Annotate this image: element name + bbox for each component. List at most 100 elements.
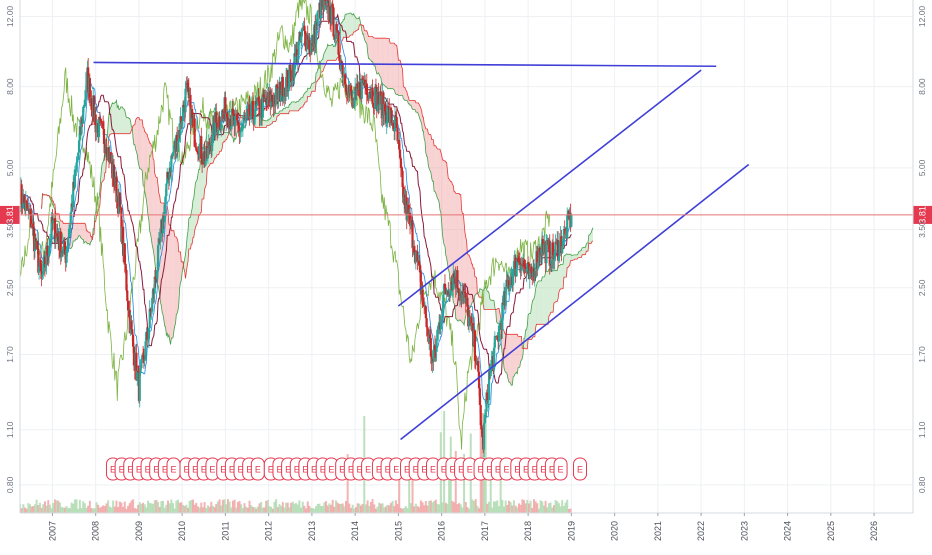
volume-bar [295,503,298,513]
volume-bar [320,505,323,513]
cloud-segment [290,102,292,111]
cloud-segment [464,222,465,325]
candle-body [344,74,347,85]
volume-bar [494,501,497,513]
candle-body [507,280,511,289]
candle-body [257,97,260,102]
candle-body [563,228,566,230]
volume-bar [72,503,75,513]
candle-body [482,423,486,450]
candle-body [300,28,304,37]
candle-body [486,392,489,402]
volume-bar [243,503,246,513]
y-tick-label-right: 1.70 [917,346,927,363]
cloud-segment [262,120,264,128]
candle-body [288,64,291,87]
cloud-segment [128,117,129,134]
candle-body [191,117,195,119]
cloud-segment [590,232,592,244]
volume-bar [556,501,559,513]
cloud-segment [378,38,380,75]
cloud-segment [491,300,493,310]
cloud-segment [553,270,555,304]
cloud-segment [197,174,198,224]
cloud-segment [311,83,313,92]
candle-body [497,325,501,342]
volume-bar [330,504,333,513]
candle-body [400,168,403,171]
candle-body [25,201,28,203]
volume-bar [344,500,347,513]
candle-body [63,241,67,255]
volume-bar [100,506,103,513]
cloud-segment [329,45,331,61]
candle-body [473,330,476,361]
cloud-segment [115,100,117,134]
volume-bar [527,503,530,513]
indicator-lines [20,0,594,450]
volume-bar [364,504,367,513]
volume-bar [310,507,313,513]
candle-body [115,176,118,203]
volume-bar [228,501,231,513]
cloud-segment [490,300,492,310]
volume-bar [280,505,283,513]
cloud-segment [175,236,177,324]
cloud-segment [84,223,86,242]
volume-bar [60,506,63,513]
cloud-segment [564,255,566,278]
cloud-segment [554,270,556,303]
volume-bar [233,499,236,513]
cloud-segment [558,265,559,299]
volume-bar [175,500,178,513]
candle-body [231,108,234,115]
cloud-segment [541,276,543,325]
cloud-segment [135,118,137,152]
cloud-segment [485,286,487,310]
cloud-segment [301,97,303,108]
candle-body [24,201,27,211]
candle-body [515,268,518,277]
cloud-segment [154,173,156,271]
volume-bar [188,500,191,513]
candle-body [521,264,524,266]
earnings-marker-label: E [441,465,447,475]
cloud-segment [139,119,141,169]
cloud-segment [351,14,353,35]
cloud-segment [589,233,591,244]
volume-bar [408,462,411,513]
cloud-segment [167,206,169,338]
volume-bar [386,504,389,513]
current-price-label: 3.81 [918,206,928,224]
candle-body [509,277,512,286]
cloud-segment [497,308,499,324]
cloud-segment [538,280,540,325]
volume-bar [396,503,399,513]
cloud-segment [58,213,60,222]
cloud-segment [401,67,403,96]
candle-body [374,86,377,109]
candle-body [203,151,206,166]
cloud-segment [469,254,470,310]
candle-body [419,272,422,295]
cloud-segment [197,169,199,220]
volume-bar [366,500,369,513]
candle-body [240,127,243,131]
cloud-segment [117,105,119,134]
cloud-segment [375,38,376,71]
cloud-segment [168,224,170,341]
candle-body [520,264,523,271]
volume-bar [561,500,564,513]
cloud-segment [426,129,428,157]
candle-body [234,116,237,127]
cloud-segment [431,139,433,182]
cloud-segment [579,250,581,258]
candle-body [201,162,205,164]
cloud-segment [328,45,330,61]
lagging-span-line [20,0,551,450]
candle-body [132,346,136,366]
cloud-segment [321,59,322,73]
candle-body [377,92,380,106]
volume-bar [218,499,221,513]
candle-body [477,361,480,372]
